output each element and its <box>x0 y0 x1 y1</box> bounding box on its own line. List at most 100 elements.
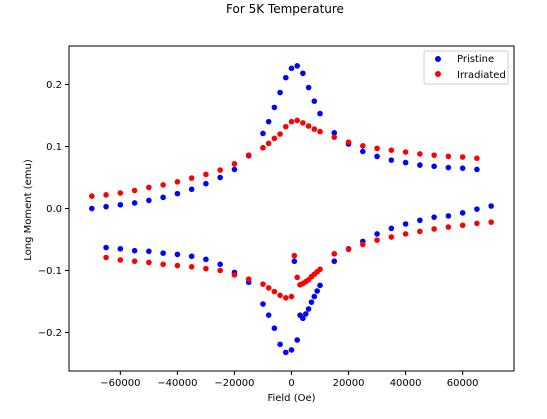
data-point-irradiated <box>117 190 124 196</box>
x-axis-label: Field (Oe) <box>267 393 315 404</box>
data-point-irradiated <box>231 272 238 278</box>
data-point-pristine <box>277 341 283 348</box>
x-tick-label: 40000 <box>390 378 422 389</box>
data-point-irradiated <box>459 154 466 160</box>
data-point-pristine <box>288 347 295 353</box>
data-point-irradiated <box>103 192 109 198</box>
data-point-irradiated <box>174 262 181 269</box>
data-point-pristine <box>308 299 315 305</box>
data-point-pristine <box>131 200 138 206</box>
data-point-irradiated <box>146 184 152 191</box>
data-point-pristine <box>459 210 466 216</box>
data-point-pristine <box>265 312 272 318</box>
data-point-pristine <box>103 203 109 210</box>
data-point-irradiated <box>297 281 303 288</box>
data-point-irradiated <box>374 145 380 152</box>
data-point-pristine <box>277 89 283 96</box>
data-point-pristine <box>402 221 409 227</box>
data-point-irradiated <box>271 288 278 295</box>
data-point-irradiated <box>203 171 209 178</box>
x-tick-label: 0 <box>288 378 294 389</box>
data-point-pristine <box>103 244 109 251</box>
data-point-pristine <box>294 337 301 343</box>
data-point-pristine <box>160 194 166 201</box>
data-point-pristine <box>203 180 209 187</box>
data-point-pristine <box>317 110 323 117</box>
data-point-irradiated <box>291 252 298 259</box>
data-point-pristine <box>317 282 323 289</box>
x-tick-label: 60000 <box>447 378 479 389</box>
data-point-irradiated <box>288 293 295 300</box>
data-point-pristine <box>360 148 366 155</box>
data-point-irradiated <box>277 131 283 137</box>
data-point-pristine <box>474 166 480 173</box>
data-point-pristine <box>431 214 437 220</box>
x-axis: −60000 −40000 −20000 0 20000 40000 60000 <box>100 371 479 389</box>
data-point-pristine <box>300 70 306 77</box>
data-point-pristine <box>146 248 152 255</box>
data-point-irradiated <box>474 220 480 227</box>
legend: Pristine Irradiated <box>423 50 509 85</box>
chart-title: For 5K Temperature <box>226 2 344 16</box>
data-point-irradiated <box>445 224 452 230</box>
data-point-irradiated <box>217 267 223 274</box>
data-point-pristine <box>260 130 266 137</box>
data-point-pristine <box>260 301 266 307</box>
data-point-irradiated <box>300 120 306 126</box>
legend-marker-pristine <box>435 56 441 62</box>
data-point-pristine <box>89 205 95 212</box>
data-point-irradiated <box>345 139 352 145</box>
data-point-irradiated <box>360 143 366 149</box>
data-point-pristine <box>294 63 301 69</box>
x-tick-label: 20000 <box>333 378 365 389</box>
data-point-pristine <box>203 256 209 263</box>
data-point-pristine <box>271 325 278 332</box>
data-point-irradiated <box>374 237 380 243</box>
data-point-pristine <box>117 201 124 208</box>
data-point-irradiated <box>331 250 338 257</box>
data-point-irradiated <box>288 118 295 125</box>
data-point-pristine <box>314 288 320 294</box>
data-point-irradiated <box>402 149 409 155</box>
x-tick-label: −20000 <box>214 378 254 389</box>
data-point-irradiated <box>231 161 238 167</box>
data-point-pristine <box>305 84 312 91</box>
data-point-pristine <box>160 250 166 256</box>
data-point-irradiated <box>245 276 252 283</box>
data-point-irradiated <box>131 258 138 265</box>
x-tick-label: −60000 <box>100 378 140 389</box>
data-point-irradiated <box>260 281 266 287</box>
y-axis: −0.2 −0.1 0.0 0.1 0.2 <box>38 80 69 339</box>
data-point-irradiated <box>317 128 323 135</box>
data-point-pristine <box>445 213 452 219</box>
data-point-pristine <box>117 246 124 252</box>
data-point-pristine <box>445 164 452 171</box>
data-point-irradiated <box>417 151 423 157</box>
data-point-irradiated <box>265 140 272 147</box>
legend-marker-irradiated <box>435 71 441 77</box>
data-point-irradiated <box>103 254 109 261</box>
data-point-irradiated <box>445 153 452 160</box>
data-point-irradiated <box>388 147 395 153</box>
data-point-irradiated <box>260 144 266 151</box>
y-tick-label: 0.0 <box>46 204 62 215</box>
data-point-pristine <box>265 118 272 125</box>
data-point-irradiated <box>203 265 209 272</box>
data-point-pristine <box>282 74 289 81</box>
data-point-irradiated <box>459 222 466 229</box>
data-point-irradiated <box>294 274 301 281</box>
data-point-irradiated <box>417 228 423 235</box>
data-point-irradiated <box>431 226 437 232</box>
y-tick-label: 0.1 <box>46 142 62 153</box>
data-point-pristine <box>131 247 138 254</box>
data-point-pristine <box>374 231 380 237</box>
data-point-irradiated <box>245 152 252 158</box>
data-point-pristine <box>231 166 238 173</box>
data-points <box>89 63 494 356</box>
x-tick-label: −40000 <box>157 378 197 389</box>
data-point-pristine <box>388 157 395 163</box>
legend-box <box>423 50 509 85</box>
data-point-irradiated <box>488 219 494 225</box>
legend-label-pristine: Pristine <box>457 54 494 65</box>
